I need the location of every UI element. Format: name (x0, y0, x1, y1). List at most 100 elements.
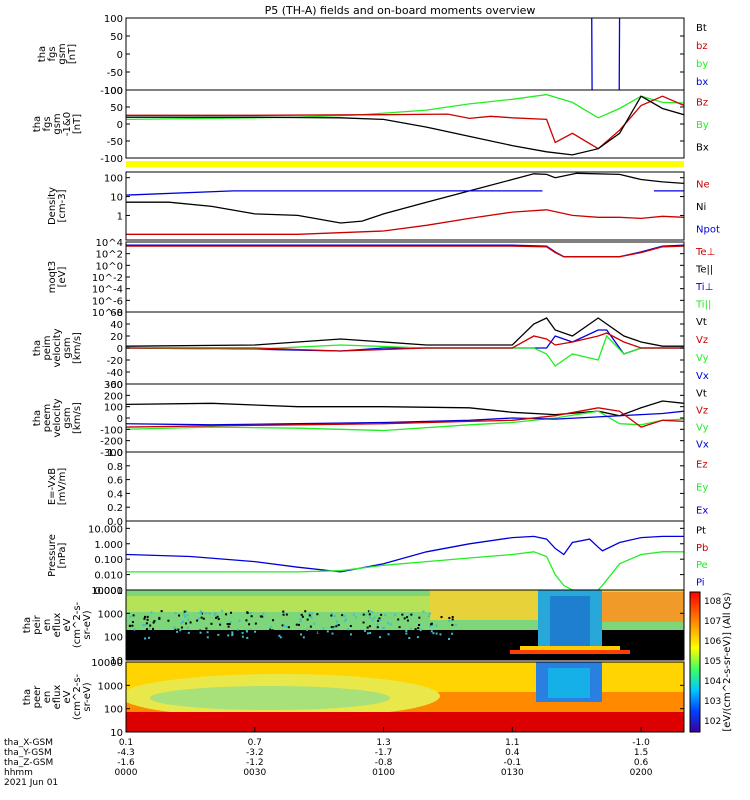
y-tick-label: -200 (100, 437, 123, 448)
heatmap-cell (369, 617, 371, 619)
footer-row-label: 2021 Jun 01 (4, 778, 58, 788)
y-tick-label: 100 (104, 86, 123, 97)
heatmap-cell (282, 611, 284, 613)
heatmap-cell (428, 615, 430, 617)
heatmap-cell (215, 612, 217, 614)
heatmap-cell (355, 616, 357, 618)
footer-row-label: tha_X-GSM (4, 738, 53, 748)
heatmap-cell (199, 629, 201, 631)
footer-value: 1.5 (634, 748, 648, 758)
y-axis-label: [nT] (72, 114, 83, 134)
heatmap-cell (283, 614, 285, 616)
heatmap-cell (384, 614, 386, 616)
legend-entry: Vt (696, 317, 707, 328)
colorbar-tick-label: 103 (704, 697, 721, 707)
heatmap-cell (307, 619, 309, 621)
legend-entry: Pb (696, 543, 708, 554)
heatmap-cell (255, 623, 257, 625)
colorbar-scale (690, 592, 700, 732)
heatmap-cell (143, 618, 145, 620)
y-tick-label: 10000 (91, 658, 123, 669)
footer-value: -4.3 (117, 748, 135, 758)
heatmap-band (536, 702, 602, 712)
heatmap-cell (380, 632, 382, 634)
heatmap-cell (142, 624, 144, 626)
heatmap-cell (186, 610, 188, 612)
heatmap-cell (344, 615, 346, 617)
heatmap-cell (371, 633, 373, 635)
heatmap-cell (365, 614, 367, 616)
y-tick-label: 10^4 (96, 238, 123, 249)
legend-entry: Ti|| (695, 299, 711, 310)
y-tick-label: -50 (107, 68, 123, 79)
heatmap-cell (174, 627, 176, 629)
heatmap-cell (262, 613, 264, 615)
heatmap-cell (153, 622, 155, 624)
heatmap-cell (272, 619, 274, 621)
heatmap-cell (269, 632, 271, 634)
heatmap-cell (271, 630, 273, 632)
panels: 100500-50-100tha fgs gsm [nT]Btbzbybx100500… (22, 11, 720, 739)
legend-entry: Ne (696, 179, 710, 190)
heatmap-cell (167, 620, 169, 622)
heatmap-cell (198, 617, 200, 619)
heatmap-cell (205, 627, 207, 629)
heatmap-cell (214, 614, 216, 616)
heatmap-cell (246, 637, 248, 639)
legend-entry: Vz (696, 406, 708, 417)
heatmap-cell (455, 624, 457, 626)
heatmap-cell (129, 625, 131, 627)
heatmap-cell (174, 629, 176, 631)
footer-value: 0100 (372, 768, 395, 778)
series-fgs-bx (592, 11, 620, 94)
heatmap-cell (363, 614, 365, 616)
heatmap-cell (334, 615, 336, 617)
heatmap-cell (174, 612, 176, 614)
y-tick-label: 40 (110, 320, 123, 331)
heatmap-cell (417, 636, 419, 638)
legend-entry: Bt (696, 23, 707, 34)
heatmap-cell (455, 635, 457, 637)
heatmap-cell (188, 632, 190, 634)
heatmap-cell (350, 633, 352, 635)
y-tick-label: 0.100 (94, 555, 123, 566)
heatmap-cell (394, 614, 396, 616)
heatmap-cell (432, 632, 434, 634)
lines-fgl (126, 95, 684, 155)
heatmap-cell (258, 630, 260, 632)
heatmap-cell (182, 620, 184, 622)
heatmap-cell (144, 616, 146, 618)
heatmap-cell (201, 617, 203, 619)
footer-value: 1.1 (505, 738, 519, 748)
heatmap-cell (367, 627, 369, 629)
heatmap-cell (388, 633, 390, 635)
heatmap-cell (431, 630, 433, 632)
panel-frame (126, 242, 684, 312)
heatmap-cell (184, 616, 186, 618)
heatmap-cell (387, 622, 389, 624)
heatmap-cell (242, 632, 244, 634)
heatmap-cell (371, 611, 373, 613)
heatmap-cell (367, 632, 369, 634)
heatmap-cell (288, 626, 290, 628)
panel-peim: 6040200-20-40-60 tha peim velocity gsm [km/s]… (32, 308, 709, 391)
y-tick-label: 10^-6 (92, 296, 123, 307)
colorbar-tick-label: 105 (704, 657, 721, 667)
heatmap-cell (152, 628, 154, 630)
heatmap-cell (304, 610, 306, 612)
heatmap-cell (444, 634, 446, 636)
heatmap-cell (185, 622, 187, 624)
heatmap-cell (217, 634, 219, 636)
y-tick-label: -40 (107, 368, 123, 379)
heatmap-cell (377, 620, 379, 622)
legend-entry: Te⊥ (695, 247, 715, 258)
heatmap-cell (251, 615, 253, 617)
legend-entry: Ni (696, 202, 706, 213)
heatmap-cell (214, 630, 216, 632)
heatmap-cell (318, 631, 320, 633)
panel-frame (126, 521, 684, 590)
heatmap-cell (237, 630, 239, 632)
footer-value: -1.2 (246, 758, 264, 768)
heatmap-cell (178, 615, 180, 617)
heatmap-cell (190, 621, 192, 623)
